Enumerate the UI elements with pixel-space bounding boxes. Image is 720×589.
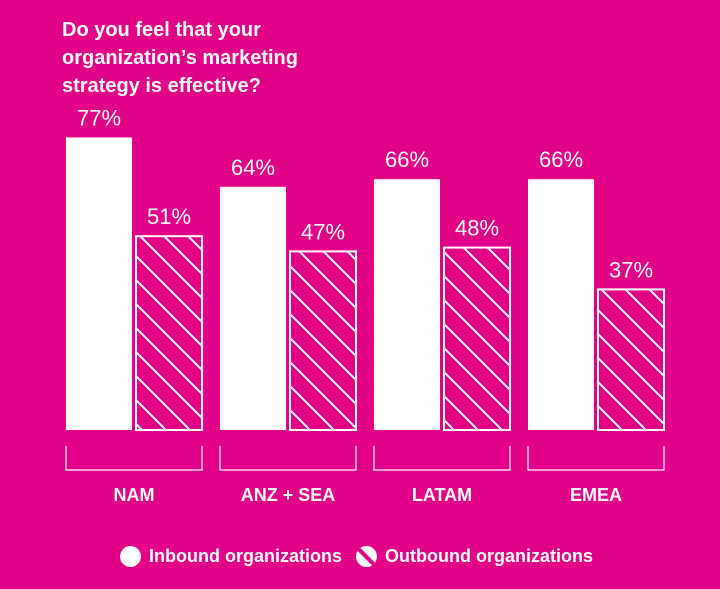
value-label-inbound-anz-sea: 64%	[231, 155, 275, 180]
bracket-emea	[527, 446, 665, 471]
bar-inbound-anz-sea	[220, 186, 286, 430]
chart-title: Do you feel that your organization’s mar…	[62, 19, 298, 97]
bar-inbound-nam	[66, 137, 132, 430]
legend-label-outbound: Outbound organizations	[384, 546, 593, 566]
legend-item-outbound: Outbound organizations	[355, 546, 593, 567]
category-label-latam: LATAM	[412, 485, 472, 505]
value-label-inbound-latam: 66%	[385, 147, 429, 172]
bar-inbound-latam	[374, 179, 440, 430]
value-label-outbound-emea: 37%	[609, 257, 653, 282]
bar-outbound-nam	[135, 235, 203, 431]
value-label-outbound-latam: 48%	[455, 216, 499, 241]
legend-label-inbound: Inbound organizations	[149, 546, 342, 566]
solid-circle-icon	[120, 546, 141, 567]
value-label-outbound-anz-sea: 47%	[301, 219, 345, 244]
bracket-latam	[373, 446, 511, 471]
category-label-anz-sea: ANZ + SEA	[241, 485, 336, 505]
category-label-emea: EMEA	[570, 485, 622, 505]
bar-outbound-anz-sea	[289, 250, 357, 431]
legend: Inbound organizations Outbound organizat…	[120, 546, 607, 567]
bar-outbound-emea	[597, 288, 665, 431]
bracket-anz-sea	[219, 446, 357, 471]
bar-inbound-emea	[528, 179, 594, 430]
hatched-circle-icon	[355, 546, 377, 567]
value-label-inbound-nam: 77%	[77, 105, 121, 130]
value-label-outbound-nam: 51%	[147, 204, 191, 229]
bracket-nam	[65, 446, 203, 471]
category-label-nam: NAM	[114, 485, 155, 505]
bar-outbound-latam	[443, 246, 511, 431]
legend-item-inbound: Inbound organizations	[120, 546, 342, 567]
value-label-inbound-emea: 66%	[539, 147, 583, 172]
